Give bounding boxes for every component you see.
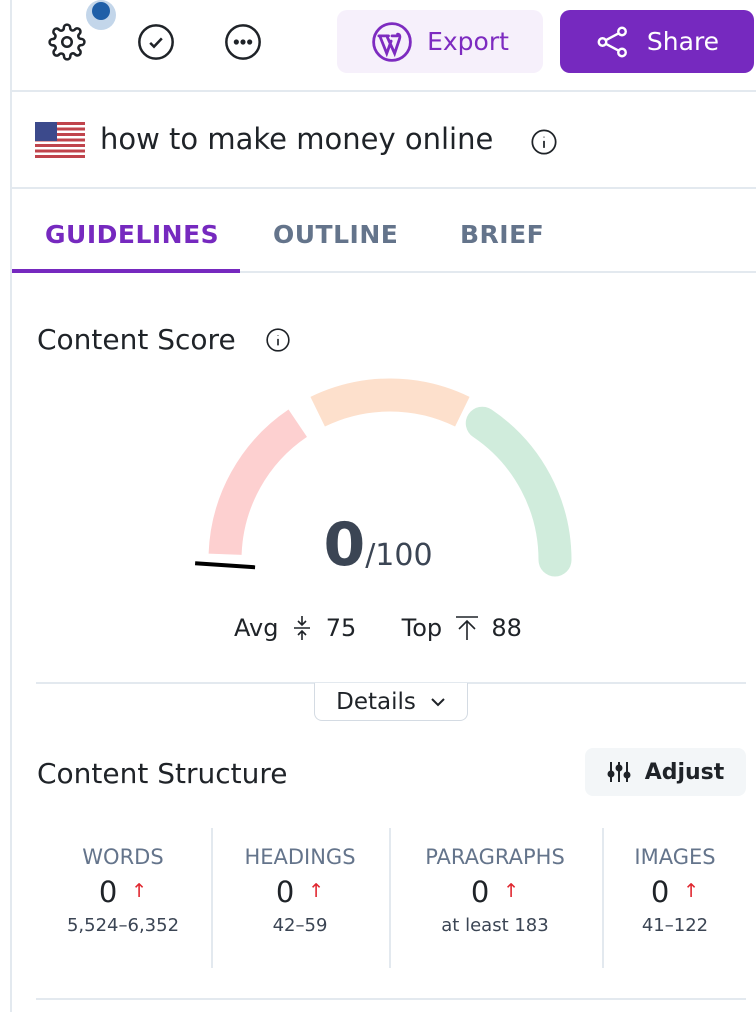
export-label: Export xyxy=(427,27,509,56)
metric-value: 0 xyxy=(650,875,670,909)
metric-label: HEADINGS xyxy=(244,845,356,869)
info-icon[interactable] xyxy=(530,128,558,156)
more-horizontal-icon xyxy=(225,24,261,60)
metric-label: PARAGRAPHS xyxy=(425,845,565,869)
us-flag-icon xyxy=(35,122,85,158)
gauge-segment-low xyxy=(208,409,308,556)
metric-range: 41–122 xyxy=(641,915,709,936)
gauge-segment-mid xyxy=(310,378,470,427)
notification-dot xyxy=(86,0,116,30)
arrow-up-icon: ↑ xyxy=(131,880,148,902)
gauge-score-marker xyxy=(194,561,256,570)
divider xyxy=(211,828,213,968)
score-readout: 0/100 xyxy=(0,510,756,580)
settings-button[interactable] xyxy=(47,22,87,62)
content-structure-title: Content Structure xyxy=(37,757,288,790)
sliders-icon xyxy=(607,762,631,782)
panel-border xyxy=(10,0,12,1012)
metric-paragraphs: PARAGRAPHS 0 ↑ at least 183 xyxy=(405,845,585,936)
score-benchmarks: Avg 75 Top 88 xyxy=(0,614,756,642)
more-button[interactable] xyxy=(223,22,263,62)
metric-range: 5,524–6,352 xyxy=(66,915,180,936)
wordpress-icon xyxy=(372,21,412,62)
divider xyxy=(36,998,746,1000)
active-tab-indicator xyxy=(12,269,240,273)
keyword-title: how to make money online xyxy=(100,122,494,156)
metric-value: 0 xyxy=(98,875,118,909)
metric-headings: HEADINGS 0 ↑ 42–59 xyxy=(210,845,390,936)
divider xyxy=(12,187,756,189)
tab-brief[interactable]: BRIEF xyxy=(460,220,545,249)
chevron-down-icon xyxy=(431,697,445,706)
details-toggle[interactable]: Details xyxy=(314,683,468,721)
info-icon[interactable] xyxy=(265,327,291,353)
arrow-up-icon: ↑ xyxy=(683,880,700,902)
arrow-up-icon: ↑ xyxy=(308,880,325,902)
score-max: /100 xyxy=(365,538,433,573)
metric-label: IMAGES xyxy=(634,845,716,869)
divider xyxy=(602,828,604,968)
details-label: Details xyxy=(336,688,416,715)
metric-value: 0 xyxy=(275,875,295,909)
compress-arrows-icon xyxy=(294,616,311,640)
metric-words: WORDS 0 ↑ 5,524–6,352 xyxy=(33,845,213,936)
divider xyxy=(389,828,391,968)
adjust-label: Adjust xyxy=(644,759,725,785)
metric-label: WORDS xyxy=(82,845,164,869)
metric-images: IMAGES 0 ↑ 41–122 xyxy=(585,845,756,936)
tabs-divider xyxy=(12,271,756,273)
tab-guidelines[interactable]: GUIDELINES xyxy=(45,220,220,249)
content-score-gauge xyxy=(194,378,572,577)
check-button[interactable] xyxy=(136,22,176,62)
arrow-up-icon: ↑ xyxy=(503,880,520,902)
metric-value: 0 xyxy=(470,875,490,909)
avg-value: 75 xyxy=(325,614,357,642)
check-circle-icon xyxy=(138,24,174,60)
share-icon xyxy=(597,26,627,57)
avg-label: Avg xyxy=(234,614,279,642)
top-value: 88 xyxy=(491,614,522,642)
metric-range: at least 183 xyxy=(441,915,549,936)
content-score-title: Content Score xyxy=(37,323,236,356)
gear-icon xyxy=(48,23,86,61)
arrow-to-top-icon xyxy=(455,616,478,640)
share-label: Share xyxy=(646,27,720,56)
score-value: 0 xyxy=(323,510,366,580)
tab-outline[interactable]: OUTLINE xyxy=(273,220,399,249)
gauge-segment-high xyxy=(465,406,572,577)
top-label: Top xyxy=(401,614,443,642)
adjust-button[interactable]: Adjust xyxy=(585,748,746,796)
divider xyxy=(12,90,756,92)
metric-range: 42–59 xyxy=(272,915,328,936)
export-button[interactable]: Export xyxy=(337,10,543,73)
share-button[interactable]: Share xyxy=(560,10,754,73)
